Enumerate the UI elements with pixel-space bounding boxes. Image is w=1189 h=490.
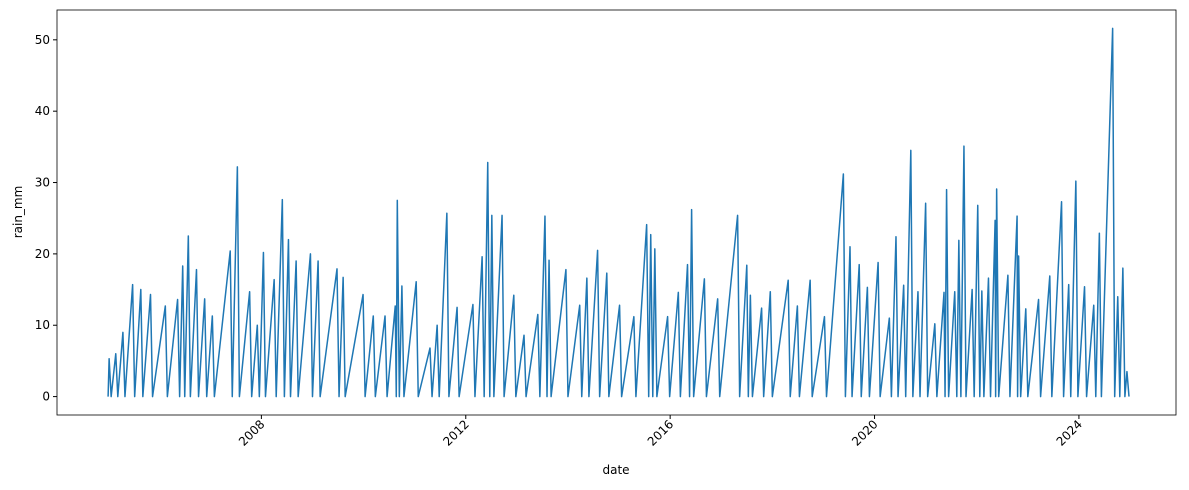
x-axis-label: date — [602, 463, 629, 477]
y-tick-label: 30 — [35, 176, 50, 190]
plot-frame — [56, 9, 1177, 416]
y-tick-label: 0 — [42, 390, 50, 404]
x-tick-label: 2024 — [1054, 417, 1085, 448]
y-tick-label: 40 — [35, 104, 50, 118]
x-tick-label: 2008 — [236, 417, 267, 448]
x-tick-label: 2016 — [645, 417, 676, 448]
data-line — [107, 27, 1130, 398]
x-tick-label: 2020 — [849, 417, 880, 448]
x-tick-label: 2012 — [440, 417, 471, 448]
y-tick-label: 10 — [35, 318, 50, 332]
y-tick-label: 20 — [35, 247, 50, 261]
y-axis-label: rain_mm — [11, 186, 25, 239]
y-tick-label: 50 — [35, 33, 50, 47]
